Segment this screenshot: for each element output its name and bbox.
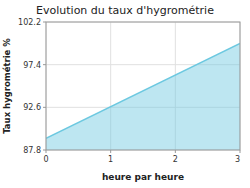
x-axis-label: heure par heure <box>102 172 184 182</box>
plot-frame <box>46 22 240 150</box>
line <box>46 43 240 138</box>
chart: 87.8 92.6 97.4 102.2 0 1 2 3 Evolution du taux d… <box>0 0 250 188</box>
tick-mark <box>175 150 176 153</box>
y-axis-label: Taux hygrométrie % <box>2 38 12 134</box>
tick-label: 3 <box>235 155 240 164</box>
tick-label: 1 <box>108 155 113 164</box>
title: Evolution du taux d'hygrométrie <box>36 4 214 17</box>
tick-label: 102.2 <box>18 18 41 27</box>
tick-mark <box>46 150 47 153</box>
tick-label: 87.8 <box>23 146 41 155</box>
area <box>46 43 240 150</box>
tick-mark <box>43 64 46 65</box>
tick-label: 97.4 <box>23 61 41 70</box>
tick-label: 92.6 <box>23 103 41 112</box>
plot-area <box>46 43 240 150</box>
tick-mark <box>43 22 46 23</box>
tick-label: 2 <box>173 155 178 164</box>
tick-label: 0 <box>43 155 48 164</box>
tick-mark <box>240 150 241 153</box>
tick-mark <box>43 107 46 108</box>
tick-mark <box>110 150 111 153</box>
